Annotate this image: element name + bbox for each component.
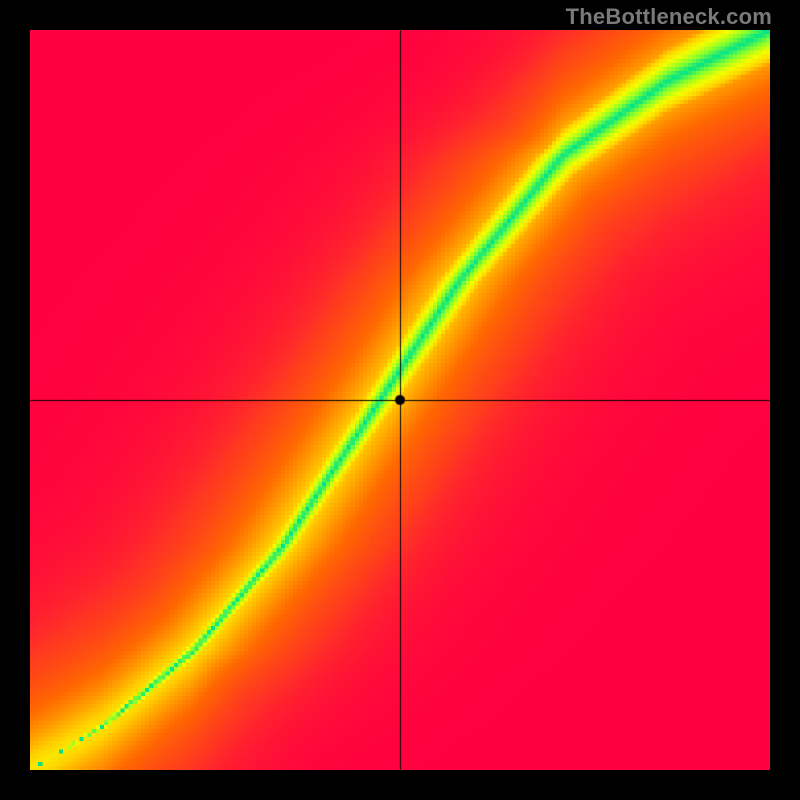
chart-container: { "watermark": { "text": "TheBottleneck.…: [0, 0, 800, 800]
bottleneck-heatmap: [30, 30, 770, 770]
watermark-label: TheBottleneck.com: [566, 4, 772, 30]
